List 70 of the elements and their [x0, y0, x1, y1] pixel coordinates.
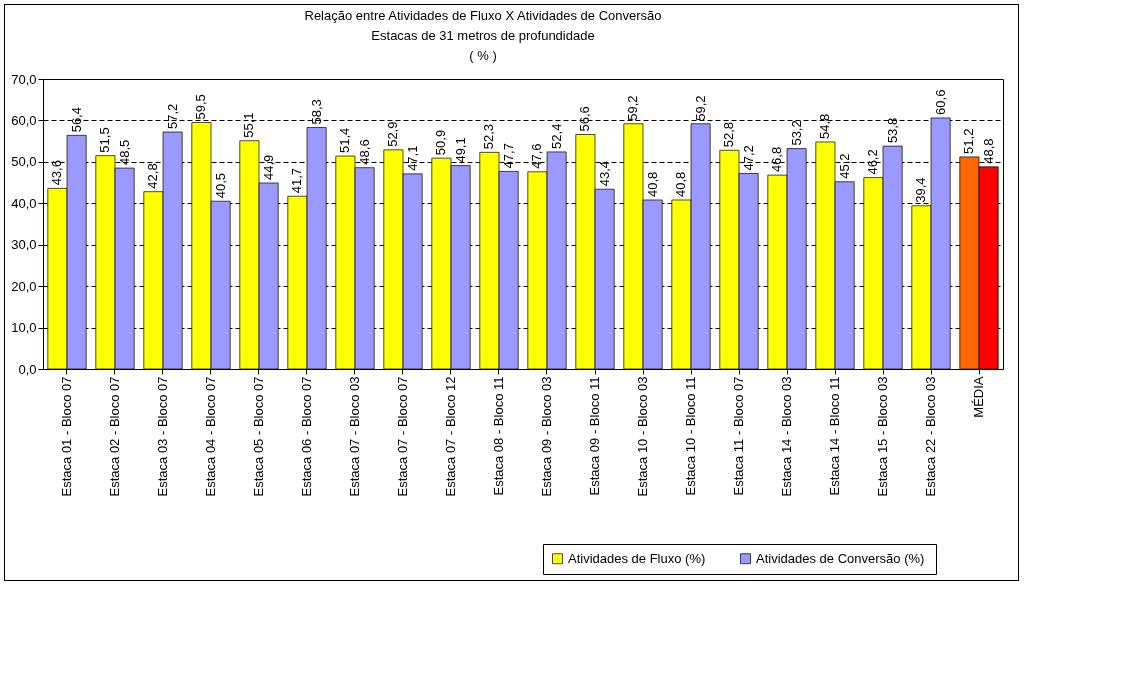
data-label: 49,1 — [452, 137, 468, 163]
data-label: 55,1 — [241, 112, 257, 138]
data-label: 53,8 — [884, 117, 900, 144]
data-label: 59,5 — [193, 94, 209, 120]
x-tick-label: Estaca 09 - Bloco 11 — [587, 376, 602, 496]
legend-label: Atividades de Fluxo (%) — [568, 550, 706, 566]
data-label: 59,2 — [625, 95, 641, 121]
data-label: 47,2 — [740, 145, 756, 171]
x-tick-label: Estaca 07 - Bloco 03 — [347, 376, 362, 497]
data-label: 52,3 — [481, 124, 497, 150]
y-tick-label: 10,0 — [11, 320, 37, 336]
data-label: 42,8 — [145, 163, 161, 189]
data-label: 47,6 — [529, 143, 545, 169]
data-label: 56,6 — [577, 106, 593, 132]
data-label: 60,6 — [932, 89, 948, 115]
data-label: 44,9 — [260, 154, 276, 180]
data-label: 45,2 — [836, 153, 852, 179]
y-tick-label: 30,0 — [11, 237, 37, 253]
x-tick-label: Estaca 09 - Bloco 03 — [539, 376, 554, 497]
x-tick-label: Estaca 06 - Bloco 07 — [299, 376, 314, 497]
x-tick-label: Estaca 15 - Bloco 03 — [875, 376, 890, 497]
data-label: 48,6 — [356, 139, 372, 165]
x-tick-label: Estaca 11 - Bloco 07 — [731, 376, 746, 496]
x-tick-label: Estaca 02 - Bloco 07 — [107, 376, 122, 497]
x-tick-label: Estaca 08 - Bloco 11 — [491, 376, 506, 496]
data-label: 46,2 — [865, 149, 881, 175]
data-label: 50,9 — [433, 129, 449, 156]
x-tick-label: Estaca 22 - Bloco 03 — [923, 376, 938, 497]
x-tick-label: Estaca 14 - Bloco 03 — [779, 376, 794, 497]
x-tick-label: Estaca 10 - Bloco 11 — [683, 376, 698, 496]
x-tick-label: Estaca 10 - Bloco 03 — [635, 376, 650, 497]
chart-title: Relação entre Atividades de Fluxo X Atividades de Conversão Estacas de 31 metros de profundidade ( % ) — [304, 8, 662, 63]
data-label: 58,3 — [308, 99, 324, 125]
y-tick-label: 60,0 — [11, 112, 37, 128]
x-tick-label: Estaca 07 - Bloco 07 — [395, 376, 410, 497]
data-label: 52,9 — [385, 121, 401, 147]
x-tick-label: Estaca 04 - Bloco 07 — [203, 376, 218, 497]
x-tick-label: Estaca 05 - Bloco 07 — [251, 376, 266, 497]
data-label: 41,7 — [289, 167, 305, 194]
x-tick-label: MÉDIA — [971, 376, 986, 418]
y-tick-label: 20,0 — [11, 278, 37, 294]
data-label: 57,2 — [164, 103, 180, 130]
data-label: 40,8 — [644, 171, 660, 197]
y-tick-label: 40,0 — [11, 195, 37, 211]
y-tick-label: 50,0 — [11, 154, 37, 170]
x-tick-label: Estaca 01 - Bloco 07 — [59, 376, 74, 497]
data-label: 52,4 — [548, 123, 564, 149]
data-label: 43,4 — [596, 160, 612, 187]
data-label: 59,2 — [692, 95, 708, 121]
data-label: 46,8 — [769, 146, 785, 173]
data-label: 51,2 — [961, 128, 977, 154]
data-label: 54,8 — [817, 113, 833, 139]
x-tick-label: Estaca 14 - Bloco 11 — [827, 376, 842, 496]
data-label: 48,5 — [116, 139, 132, 166]
data-label: 40,8 — [673, 171, 689, 197]
data-label: 53,2 — [788, 120, 804, 146]
data-label: 47,7 — [500, 143, 516, 169]
data-label: 51,4 — [337, 127, 353, 154]
data-label: 47,1 — [404, 145, 420, 171]
y-tick-label: 70,0 — [11, 71, 37, 87]
data-label: 48,8 — [980, 138, 996, 164]
x-tick-label: Estaca 07 - Bloco 12 — [443, 376, 458, 497]
legend-label: Atividades de Conversão (%) — [756, 550, 925, 566]
data-label: 51,5 — [97, 127, 113, 153]
data-label: 56,4 — [68, 107, 84, 133]
data-label: 52,8 — [721, 121, 737, 148]
y-tick-label: 0,0 — [18, 361, 37, 377]
x-tick-label: Estaca 03 - Bloco 07 — [155, 376, 170, 497]
data-label: 40,5 — [212, 172, 228, 199]
data-label: 39,4 — [913, 177, 929, 203]
